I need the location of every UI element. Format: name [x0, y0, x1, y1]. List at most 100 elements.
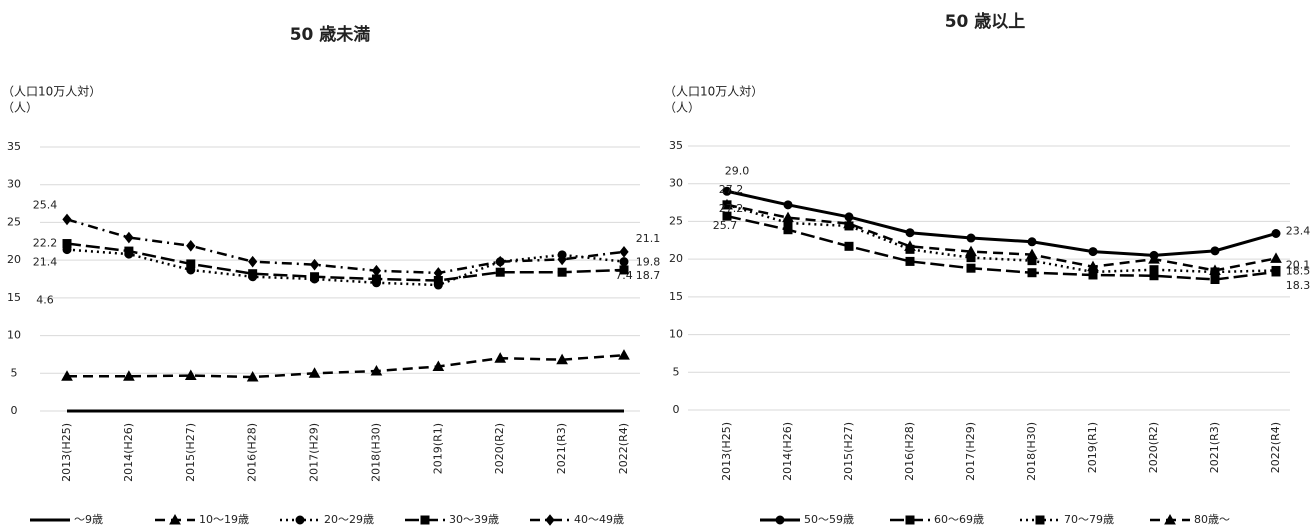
data-label: 18.7	[636, 269, 661, 282]
legend-label: 30〜39歳	[449, 513, 499, 526]
y-tick-label: 5	[673, 365, 680, 378]
series	[62, 239, 629, 286]
y-tick-label: 0	[673, 403, 680, 416]
marker	[556, 353, 568, 365]
x-tick-label: 2015(H27)	[184, 423, 197, 482]
marker	[432, 360, 445, 371]
y-tick-label: 15	[7, 291, 21, 304]
legend-label: 40〜49歳	[574, 513, 624, 526]
data-label: 29.0	[725, 164, 750, 177]
marker	[1027, 237, 1037, 247]
x-tick-label: 2019(R1)	[431, 423, 444, 474]
x-tick-label: 2015(H27)	[842, 422, 855, 481]
marker	[248, 255, 258, 268]
line	[726, 203, 1277, 272]
marker	[782, 211, 794, 223]
x-tick-label: 2019(R1)	[1086, 422, 1099, 473]
marker	[309, 258, 320, 271]
line	[726, 214, 1277, 281]
y-tick-label: 25	[669, 214, 683, 227]
legend-label: 50〜59歳	[804, 513, 854, 526]
legend-marker	[420, 515, 430, 525]
marker	[124, 246, 134, 256]
y-tick-label: 25	[7, 215, 21, 228]
marker	[904, 240, 916, 251]
marker	[1210, 246, 1220, 256]
x-tick-label: 2018(H30)	[369, 423, 382, 482]
marker	[186, 240, 196, 252]
marker	[905, 228, 915, 238]
legend-label: 10〜19歳	[199, 513, 249, 526]
marker	[184, 369, 197, 381]
y-axis-label: （人口10万人対）	[2, 85, 101, 99]
data-label: 25.7	[713, 219, 738, 232]
marker	[1088, 247, 1098, 257]
x-tick-label: 2013(H25)	[60, 423, 73, 482]
data-label: 4.6	[36, 293, 54, 306]
marker	[62, 239, 72, 249]
series	[62, 213, 629, 279]
marker	[618, 349, 630, 360]
x-tick-label: 2021(R3)	[1208, 422, 1221, 473]
legend-marker	[169, 513, 181, 525]
series	[722, 211, 1281, 285]
y-tick-label: 30	[669, 177, 683, 190]
marker	[844, 241, 854, 251]
marker	[371, 264, 382, 277]
marker	[62, 213, 72, 226]
legend-label: 20〜29歳	[324, 513, 374, 526]
data-label: 27.2	[719, 202, 744, 215]
marker	[1148, 253, 1160, 264]
data-label: 25.4	[33, 198, 58, 211]
y-tick-label: 20	[669, 252, 683, 265]
y-tick-label: 15	[669, 290, 683, 303]
legend-label: 70〜79歳	[1064, 513, 1114, 526]
marker	[1087, 260, 1099, 272]
y-axis-label: （人）	[664, 101, 700, 115]
marker	[722, 186, 732, 196]
x-tick-label: 2022(R4)	[617, 423, 630, 474]
chart-title: 50 歳未満	[290, 24, 371, 45]
marker	[721, 198, 733, 210]
chart-title: 50 歳以上	[945, 11, 1026, 32]
marker	[248, 269, 258, 279]
y-tick-label: 10	[669, 328, 683, 341]
series	[722, 186, 1281, 260]
series	[721, 198, 1282, 275]
x-tick-label: 2022(R4)	[1269, 422, 1282, 473]
x-tick-label: 2017(H29)	[308, 423, 321, 482]
line	[726, 189, 1277, 257]
marker	[966, 233, 976, 243]
marker	[186, 259, 196, 269]
marker	[1149, 265, 1159, 275]
legend-marker	[545, 514, 555, 526]
marker	[1209, 264, 1221, 275]
x-tick-label: 2014(H26)	[781, 422, 794, 481]
marker	[783, 200, 793, 210]
line	[67, 353, 625, 379]
data-label: 21.4	[33, 256, 58, 269]
data-label: 21.1	[636, 232, 661, 245]
y-axis-label: （人口10万人対）	[664, 85, 763, 99]
series	[62, 245, 629, 290]
legend-marker	[295, 515, 305, 525]
marker	[1271, 265, 1281, 275]
marker	[619, 265, 629, 275]
data-label: 18.5	[1286, 264, 1311, 277]
y-tick-label: 20	[7, 253, 21, 266]
series	[722, 200, 1281, 277]
marker	[308, 367, 321, 378]
marker	[905, 256, 915, 266]
data-label: 19.8	[636, 256, 661, 269]
x-tick-label: 2016(H28)	[903, 422, 916, 481]
y-tick-label: 35	[7, 140, 21, 153]
marker	[1271, 228, 1281, 238]
y-tick-label: 30	[7, 178, 21, 191]
marker	[1210, 275, 1220, 285]
x-tick-label: 2020(R2)	[1147, 422, 1160, 473]
marker	[557, 267, 567, 277]
marker	[966, 263, 976, 273]
series	[61, 349, 630, 382]
marker	[310, 272, 320, 282]
